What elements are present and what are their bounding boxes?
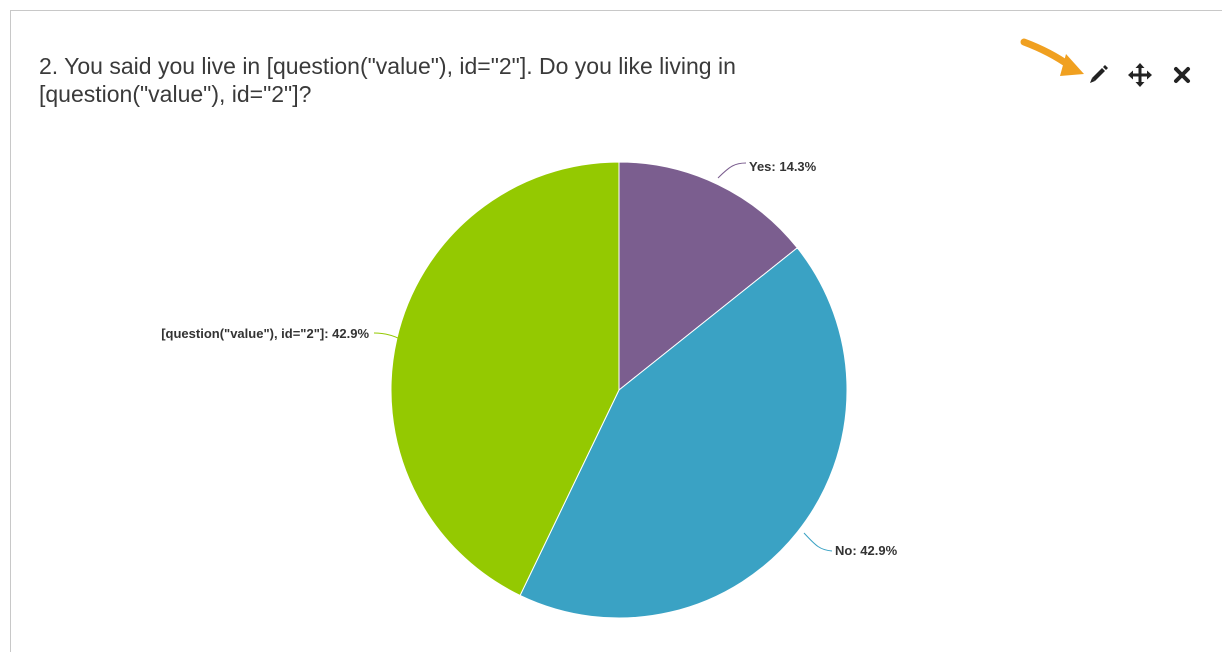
slice-data-label-3: [question("value"), id="2"]: 42.9% bbox=[161, 326, 369, 341]
pie-slice-2[interactable] bbox=[519, 247, 848, 619]
question-title: 2. You said you live in [question("value… bbox=[39, 53, 736, 107]
slice-data-label-2: No: 42.9% bbox=[835, 543, 898, 558]
leader-line-2 bbox=[803, 532, 833, 552]
slice-data-label-1: Yes: 14.3% bbox=[749, 159, 817, 174]
move-button[interactable] bbox=[1127, 62, 1153, 88]
pie-slice-3[interactable] bbox=[390, 161, 620, 597]
pie-slice-1[interactable] bbox=[618, 161, 798, 392]
edit-button[interactable] bbox=[1085, 62, 1111, 88]
close-icon bbox=[1174, 67, 1190, 83]
leader-line-3 bbox=[373, 332, 401, 340]
chart-toolbar bbox=[1085, 62, 1195, 88]
pencil-icon bbox=[1090, 65, 1108, 83]
leader-line-1 bbox=[717, 162, 747, 179]
annotation-arrow-icon bbox=[1020, 38, 1084, 76]
move-arrows-icon bbox=[1128, 63, 1152, 87]
close-button[interactable] bbox=[1169, 62, 1195, 88]
